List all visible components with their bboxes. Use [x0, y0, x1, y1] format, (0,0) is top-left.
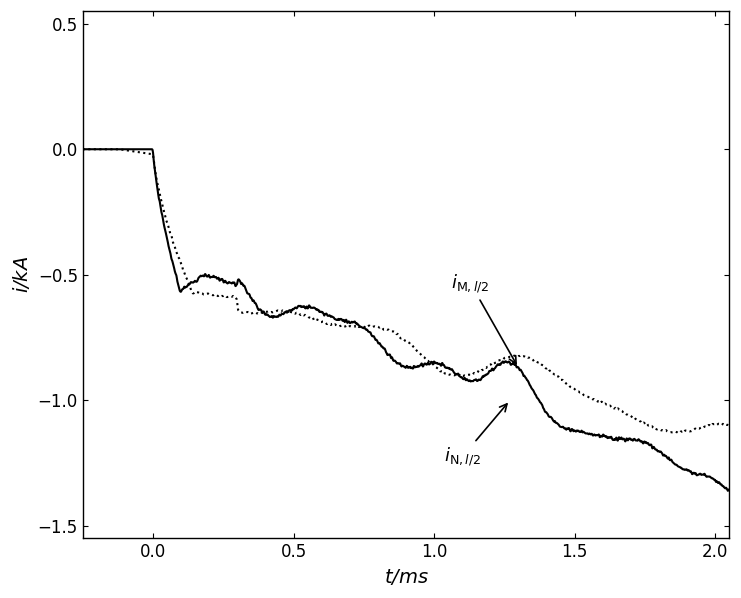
Text: $i_{\mathrm{M},l/2}$: $i_{\mathrm{M},l/2}$ — [451, 272, 516, 364]
Text: $i_{\mathrm{N},l/2}$: $i_{\mathrm{N},l/2}$ — [444, 404, 507, 468]
Y-axis label: $i$/kA: $i$/kA — [11, 256, 32, 294]
X-axis label: $t$/ms: $t$/ms — [384, 567, 428, 587]
